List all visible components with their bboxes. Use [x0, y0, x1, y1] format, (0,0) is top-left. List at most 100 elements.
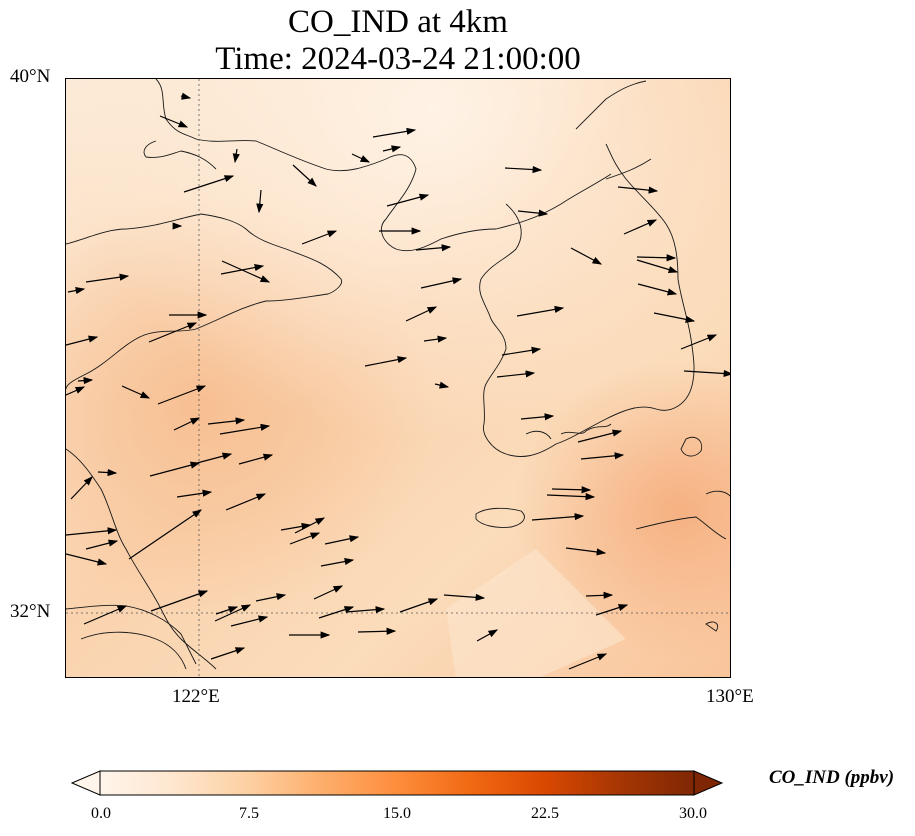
- colorbar-label: CO_IND (ppbv): [769, 767, 895, 788]
- wind-arrow: [585, 591, 614, 599]
- colorbar-tick: 7.5: [239, 805, 259, 822]
- wind-arrow: [221, 260, 271, 283]
- wind-arrow: [66, 553, 108, 566]
- wind-arrow: [83, 605, 128, 625]
- wind-arrow: [214, 604, 252, 622]
- wind-arrow: [357, 627, 397, 635]
- lon-tick-122e: 122°E: [172, 686, 220, 707]
- wind-arrow: [434, 381, 450, 389]
- wind-arrow: [149, 461, 201, 477]
- wind-arrow: [280, 522, 312, 531]
- wind-arrow: [176, 489, 213, 498]
- map-canvas: [66, 79, 730, 677]
- map-subtitle-time: Time: 2024-03-24 21:00:00: [215, 41, 581, 77]
- colorbar: [70, 770, 724, 796]
- wind-arrow: [504, 165, 543, 174]
- map-panel[interactable]: [65, 78, 731, 678]
- wind-arrow: [77, 377, 94, 385]
- lat-tick-40n: 40°N: [10, 66, 51, 87]
- wind-arrow: [70, 476, 93, 500]
- wind-arrow: [85, 273, 130, 283]
- colorbar-extend-max: [693, 770, 724, 796]
- wind-arrow: [313, 585, 344, 600]
- wind-arrow: [225, 493, 267, 511]
- wind-arrow: [551, 486, 592, 494]
- wind-arrow: [399, 598, 439, 613]
- wind-arrow: [324, 535, 360, 545]
- wind-arrow: [196, 452, 233, 464]
- wind-arrow: [568, 653, 608, 670]
- wind-arrow: [292, 164, 317, 187]
- wind-arrow: [580, 452, 625, 460]
- wind-arrow: [67, 287, 86, 295]
- wind-arrow: [637, 283, 678, 296]
- wind-arrow: [256, 189, 264, 214]
- wind-arrow: [238, 453, 274, 465]
- wind-arrow: [415, 244, 452, 252]
- wind-arrow: [516, 305, 565, 317]
- wind-arrow: [476, 629, 499, 642]
- wind-arrow: [517, 209, 549, 217]
- wind-vectors: [66, 92, 730, 670]
- wind-arrow: [230, 615, 269, 627]
- colorbar-extend-min: [70, 770, 101, 796]
- wind-arrow: [66, 335, 99, 346]
- wind-arrow: [636, 259, 679, 274]
- map-title: CO_IND at 4km: [288, 4, 508, 40]
- colorbar-tick: 15.0: [383, 805, 411, 822]
- wind-arrow: [150, 590, 209, 612]
- colorbar-tick: 30.0: [679, 805, 707, 822]
- wind-arrow: [636, 254, 677, 262]
- wind-arrow: [215, 606, 239, 615]
- wind-arrow: [546, 493, 596, 501]
- colorbar-tick: 0.0: [91, 805, 111, 822]
- wind-arrow: [386, 193, 430, 207]
- wind-arrow: [501, 346, 542, 356]
- wind-arrow: [420, 277, 463, 289]
- wind-arrow: [85, 539, 119, 550]
- wind-arrow: [219, 423, 271, 435]
- wind-arrow: [289, 532, 321, 545]
- wind-arrow: [294, 517, 326, 534]
- wind-arrow: [683, 369, 730, 378]
- wind-arrow: [577, 429, 623, 443]
- wind-arrow: [520, 413, 555, 421]
- wind-arrow: [351, 153, 371, 163]
- wind-arrow: [653, 312, 696, 323]
- wind-arrow: [148, 322, 198, 343]
- wind-arrow: [531, 513, 585, 521]
- wind-arrow: [301, 230, 338, 245]
- wind-arrow: [121, 385, 151, 399]
- wind-arrow: [680, 334, 718, 350]
- lat-tick-32n: 32°N: [10, 601, 51, 622]
- wind-arrow: [405, 306, 438, 322]
- wind-arrow: [372, 127, 417, 138]
- wind-arrow: [66, 386, 86, 396]
- wind-arrow: [66, 527, 118, 536]
- wind-arrow: [617, 186, 659, 194]
- wind-arrow: [496, 370, 536, 378]
- wind-arrow: [97, 468, 118, 477]
- wind-arrow: [318, 606, 355, 619]
- wind-arrow: [382, 145, 402, 153]
- gridlines: [66, 79, 730, 677]
- wind-arrow: [423, 335, 448, 343]
- wind-arrow: [210, 647, 246, 660]
- lon-tick-130e: 130°E: [706, 686, 754, 707]
- colorbar-tick: 22.5: [531, 805, 559, 822]
- wind-arrow: [570, 247, 603, 265]
- wind-arrow: [364, 356, 408, 367]
- wind-arrow: [565, 547, 607, 556]
- wind-arrow: [128, 509, 202, 560]
- wind-arrow: [255, 593, 287, 602]
- wind-arrow: [232, 148, 240, 164]
- wind-arrow: [159, 115, 189, 128]
- coastlines: [66, 79, 730, 670]
- wind-arrow: [443, 593, 486, 601]
- wind-arrow: [623, 219, 658, 235]
- wind-arrow: [595, 604, 629, 616]
- wind-arrow: [157, 385, 207, 405]
- wind-arrow: [180, 92, 192, 100]
- wind-arrow: [320, 558, 355, 567]
- wind-arrow: [173, 417, 201, 431]
